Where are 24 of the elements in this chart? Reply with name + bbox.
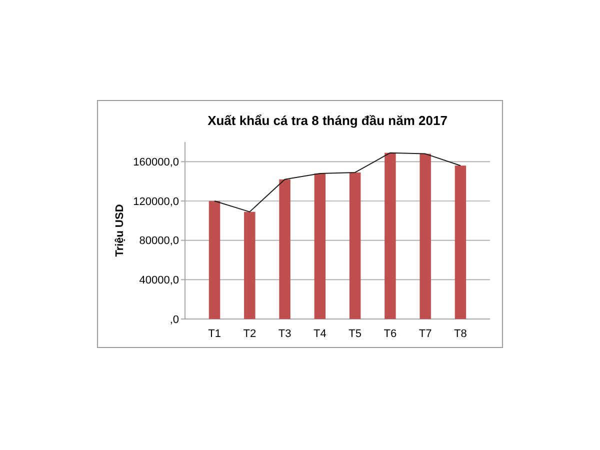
bar [349, 172, 361, 319]
x-tick-label: T5 [348, 328, 362, 340]
x-tick-label: T8 [454, 328, 467, 340]
y-tick-label: 40000,0 [139, 274, 179, 287]
bar [244, 212, 256, 319]
line-series [214, 152, 461, 212]
y-tick-label: 120000,0 [133, 196, 179, 208]
bar [384, 152, 396, 319]
x-tick-label: T2 [243, 328, 256, 340]
x-tick-label: T7 [418, 328, 432, 340]
bar [420, 154, 431, 319]
bar [314, 173, 326, 319]
chart-title: Xuất khẩu cá tra 8 tháng đầu năm 2017 [208, 113, 448, 128]
x-tick-label: T6 [384, 328, 397, 340]
bar [208, 201, 220, 319]
x-tick-label: T4 [314, 328, 326, 340]
x-tick-label: T3 [278, 328, 292, 340]
y-tick-label: 80000,0 [139, 235, 179, 248]
x-tick-label: T1 [208, 328, 221, 340]
bar [279, 179, 290, 319]
bar [454, 166, 466, 319]
y-tick-label: 160000,0 [133, 156, 179, 169]
y-tick-label: ,0 [170, 314, 179, 326]
y-axis-title: Triệu USD [114, 204, 126, 257]
